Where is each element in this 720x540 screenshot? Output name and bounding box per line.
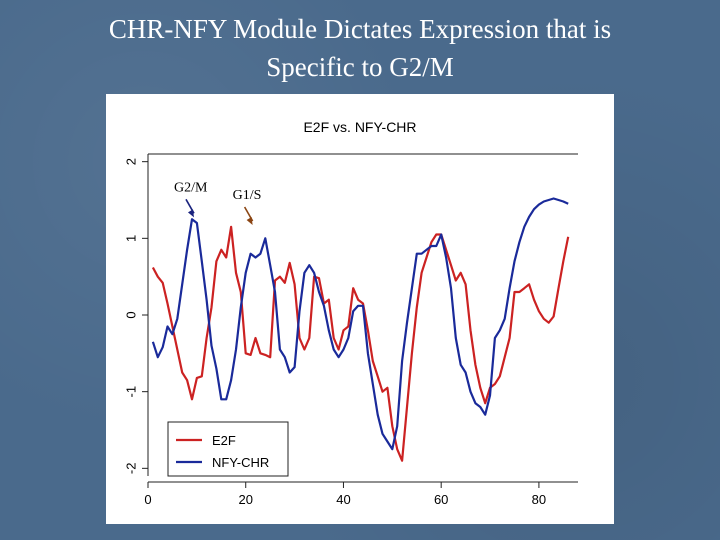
series-line-e2f	[151, 225, 570, 462]
slide-title-line-2: Specific to G2/M	[266, 52, 454, 82]
x-tick-label: 80	[532, 492, 546, 507]
chart-title: E2F vs. NFY-CHR	[303, 119, 416, 135]
annotation-arrow-head	[246, 217, 253, 225]
plot-panel: E2F vs. NFY-CHR -2 -1 0 1 2 0 20 40 60 80 G2/M G1/…	[106, 94, 614, 524]
legend-label: E2F	[212, 433, 236, 448]
annotation-g1-s: G1/S	[233, 188, 262, 203]
legend: E2F NFY-CHR	[167, 421, 289, 477]
legend-label: NFY-CHR	[212, 455, 269, 470]
x-tick-label: 60	[434, 492, 448, 507]
annotation-layer: G2/M G1/S	[174, 180, 261, 225]
series-layer	[151, 197, 570, 462]
annotation-arrow-head	[187, 209, 194, 218]
y-tick-label: 1	[123, 235, 138, 242]
annotation-g2-m: G2/M	[174, 180, 208, 195]
legend-box	[167, 421, 289, 477]
x-tick-label: 0	[144, 492, 151, 507]
y-tick-label: -1	[123, 386, 138, 398]
x-tick-label: 40	[336, 492, 350, 507]
y-tick-label: 2	[123, 158, 138, 165]
slide-title: CHR-NFY Module Dictates Expression that …	[0, 10, 720, 86]
slide-title-line-1: CHR-NFY Module Dictates Expression that …	[108, 14, 612, 44]
y-tick-label: -2	[123, 463, 138, 475]
series-line-nfy-chr	[151, 197, 569, 451]
x-tick-label: 20	[238, 492, 252, 507]
y-tick-label: 0	[123, 311, 138, 318]
